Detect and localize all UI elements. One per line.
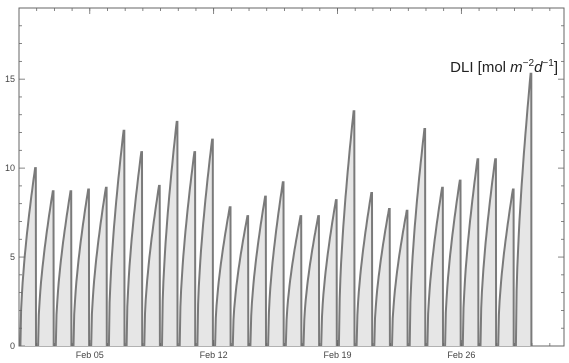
daily-curve (373, 208, 391, 347)
daily-area (303, 216, 320, 346)
daily-curve (426, 186, 444, 347)
daily-area (392, 210, 408, 346)
daily-area (91, 187, 107, 346)
daily-area (285, 216, 302, 346)
series-label-d-exp: −1 (542, 58, 554, 69)
daily-curve (302, 215, 321, 347)
daily-curve (54, 190, 73, 347)
daily-area (462, 159, 479, 346)
daily-curve (178, 151, 197, 347)
daily-area (20, 168, 36, 346)
daily-area (197, 139, 213, 346)
daily-area (268, 182, 284, 346)
series-label-prefix: DLI [mol (450, 59, 510, 76)
daily-area (445, 180, 461, 346)
y-tick-label: 0 (10, 341, 15, 351)
daily-area (409, 129, 426, 346)
daily-curve (337, 110, 356, 347)
daily-curve (125, 151, 144, 347)
daily-area (232, 216, 249, 346)
series-label-d: d (534, 59, 543, 76)
daily-curve (267, 181, 285, 347)
daily-curve (514, 72, 533, 347)
daily-area (427, 187, 443, 346)
daily-curve (355, 192, 374, 347)
daily-curve (72, 188, 91, 347)
daily-curve (249, 195, 267, 347)
series-label-suffix: ] (554, 59, 558, 76)
daily-curve (37, 190, 55, 347)
daily-area (321, 200, 337, 346)
daily-area (179, 152, 196, 346)
daily-curve (444, 179, 462, 347)
daily-area (55, 191, 72, 346)
daily-curve (143, 184, 161, 347)
daily-curve (479, 158, 498, 347)
x-tick-label: Feb 05 (76, 350, 104, 360)
daily-area (38, 191, 54, 346)
daily-area (498, 189, 514, 346)
series-label: DLI [mol m−2d−1] (450, 58, 558, 76)
daily-area (374, 209, 390, 346)
daily-area (144, 185, 160, 346)
y-tick-label: 5 (10, 252, 15, 262)
daily-curve (19, 167, 37, 347)
daily-area (108, 130, 125, 346)
x-axis: Feb 05 Feb 12 Feb 19 Feb 26 (18, 8, 551, 360)
daily-curve (461, 158, 480, 347)
daily-area (250, 196, 266, 346)
daily-curve (161, 120, 179, 347)
daily-curve (408, 128, 427, 347)
daily-area (162, 121, 178, 347)
daily-area (338, 111, 355, 346)
daily-area (480, 159, 497, 346)
daily-curve (196, 138, 214, 347)
daily-area (515, 73, 532, 347)
y-axis: 0 5 10 15 (5, 7, 564, 351)
series-area-layer (19, 72, 533, 347)
daily-curve (214, 206, 232, 347)
daily-area (73, 189, 90, 346)
daily-area (356, 193, 373, 346)
daily-curve (391, 209, 409, 347)
series-label-m-exp: −2 (523, 58, 535, 69)
y-tick-label: 10 (5, 163, 15, 173)
daily-curve (107, 129, 126, 347)
series-label-m: m (510, 59, 523, 76)
daily-area (215, 207, 231, 346)
x-tick-label: Feb 12 (200, 350, 228, 360)
x-tick-label: Feb 26 (447, 350, 475, 360)
daily-curve (90, 186, 108, 347)
daily-curve (497, 188, 515, 347)
daily-curve (320, 199, 338, 347)
daily-curve (284, 215, 303, 347)
x-tick-label: Feb 19 (323, 350, 351, 360)
daily-curve (231, 215, 250, 347)
daily-area (126, 152, 143, 346)
y-tick-label: 15 (5, 74, 15, 84)
